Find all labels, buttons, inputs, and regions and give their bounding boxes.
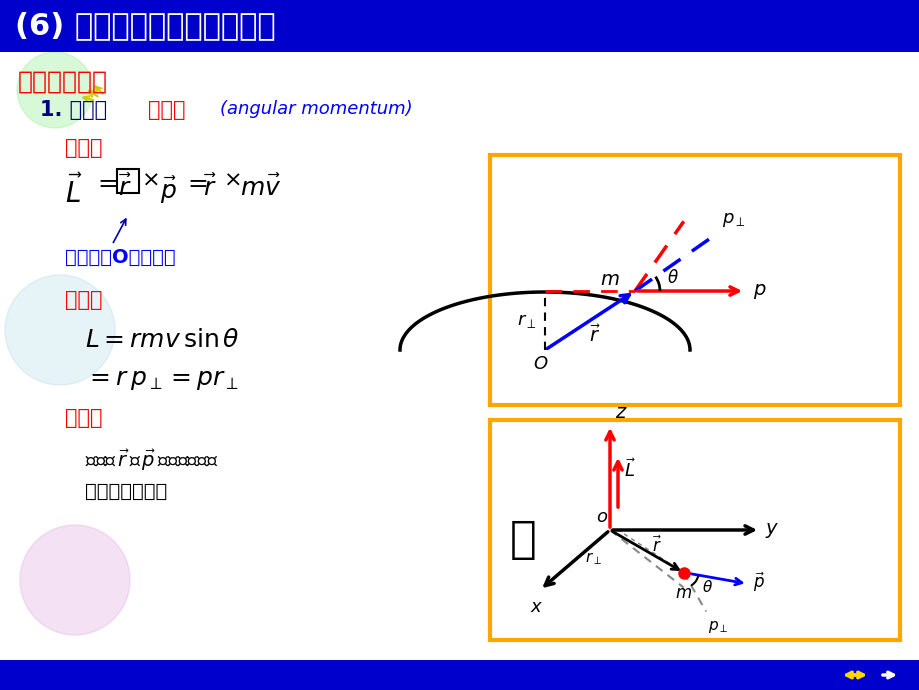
Text: 方向：: 方向： <box>65 408 102 428</box>
Text: $= r\,p_\perp = p r_\perp$: $= r\,p_\perp = p r_\perp$ <box>85 368 239 392</box>
Text: 一、相关概念: 一、相关概念 <box>18 70 108 94</box>
Text: $\vec{r}$: $\vec{r}$ <box>118 175 131 201</box>
Text: $p$: $p$ <box>752 282 766 301</box>
Text: $\vec{r}$: $\vec{r}$ <box>203 175 217 201</box>
Text: $\vec{p}$: $\vec{p}$ <box>160 175 177 206</box>
Text: $\vec{L}$: $\vec{L}$ <box>623 459 636 482</box>
Text: $x$: $x$ <box>529 598 543 616</box>
FancyBboxPatch shape <box>490 155 899 405</box>
Text: 质点相对O点的矢径: 质点相对O点的矢径 <box>65 248 176 267</box>
Text: $\vec{r}$: $\vec{r}$ <box>651 536 661 557</box>
Text: $r_\perp$: $r_\perp$ <box>584 550 601 566</box>
Text: $m\vec{v}$: $m\vec{v}$ <box>240 175 281 201</box>
Text: (angular momentum): (angular momentum) <box>220 100 413 118</box>
Text: $\theta$: $\theta$ <box>666 269 678 287</box>
Text: $o$: $o$ <box>596 508 607 526</box>
Text: $=$: $=$ <box>183 170 208 194</box>
Text: 大小：: 大小： <box>65 290 102 310</box>
Circle shape <box>17 52 93 128</box>
Text: $=$: $=$ <box>93 170 118 194</box>
Text: (6) 角动量、角动量守恒定律: (6) 角动量、角动量守恒定律 <box>15 12 276 41</box>
Text: $p_\perp$: $p_\perp$ <box>708 620 728 635</box>
Text: $\times$: $\times$ <box>141 170 158 190</box>
Text: 1. 质点的: 1. 质点的 <box>40 100 107 120</box>
Circle shape <box>20 525 130 635</box>
Text: $\times$: $\times$ <box>222 170 241 190</box>
Text: 服从右手定则。: 服从右手定则。 <box>85 482 167 501</box>
Text: $O$: $O$ <box>532 355 548 373</box>
Bar <box>117 169 139 193</box>
Text: $m$: $m$ <box>599 270 619 288</box>
Text: 定义：: 定义： <box>65 138 102 158</box>
Text: $\vec{L}$: $\vec{L}$ <box>65 175 83 209</box>
Text: $z$: $z$ <box>614 403 627 422</box>
Text: 垂直于$\,\vec{r}\,$和$\,\vec{p}\,$组成的平面，: 垂直于$\,\vec{r}\,$和$\,\vec{p}\,$组成的平面， <box>85 448 218 473</box>
Circle shape <box>5 275 115 385</box>
Text: $\vec{r}$: $\vec{r}$ <box>588 325 600 346</box>
Text: $p_\perp$: $p_\perp$ <box>721 210 745 228</box>
FancyBboxPatch shape <box>490 420 899 640</box>
Text: $\vec{p}$: $\vec{p}$ <box>752 570 764 593</box>
Text: 👍: 👍 <box>509 518 536 562</box>
Text: $L = rmv\,\sin\theta$: $L = rmv\,\sin\theta$ <box>85 328 240 352</box>
Text: $r_\perp$: $r_\perp$ <box>516 311 537 330</box>
Text: $m$: $m$ <box>675 584 691 602</box>
Text: 角动量: 角动量 <box>148 100 186 120</box>
FancyBboxPatch shape <box>0 0 919 52</box>
Text: $y$: $y$ <box>765 520 778 540</box>
FancyBboxPatch shape <box>0 660 919 690</box>
Text: $\theta$: $\theta$ <box>701 580 712 595</box>
